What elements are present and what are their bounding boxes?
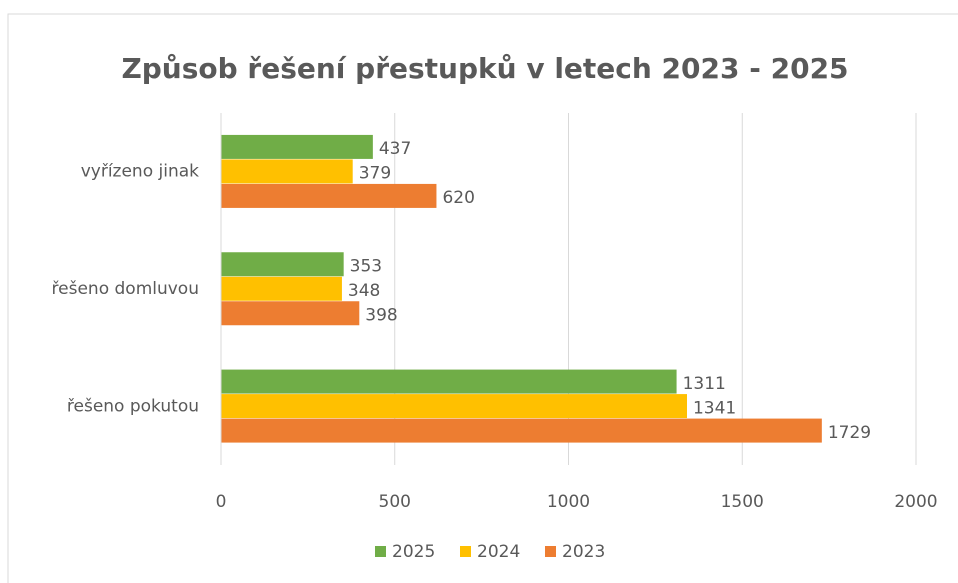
x-tick-label: 500	[379, 492, 411, 512]
x-tick-label: 0	[216, 492, 227, 512]
data-label: 620	[442, 188, 474, 208]
y-tick-label: řešeno pokutou	[67, 396, 199, 416]
x-tick-label: 2000	[894, 492, 937, 512]
bar	[221, 252, 344, 277]
data-label: 398	[365, 306, 397, 326]
data-label: 437	[379, 139, 411, 159]
bar	[221, 159, 353, 184]
bar	[221, 418, 822, 443]
bar	[221, 394, 687, 419]
data-label: 1311	[683, 374, 726, 394]
bar	[221, 276, 342, 301]
bar	[221, 134, 373, 159]
legend-swatch	[460, 546, 471, 557]
x-tick-label: 1000	[547, 492, 590, 512]
legend-label: 2025	[392, 542, 435, 562]
data-label: 353	[350, 257, 382, 277]
legend-label: 2023	[562, 542, 605, 562]
data-label: 379	[359, 164, 391, 184]
data-label: 1729	[828, 423, 871, 443]
chart-title: Způsob řešení přestupků v letech 2023 - …	[121, 52, 848, 85]
bar	[221, 369, 677, 394]
chart-frame	[7, 13, 958, 583]
data-label: 1341	[693, 398, 736, 418]
legend-swatch	[375, 546, 386, 557]
data-label: 348	[348, 281, 380, 301]
y-tick-label: vyřízeno jinak	[81, 162, 199, 182]
bar	[221, 301, 360, 326]
legend-swatch	[545, 546, 556, 557]
y-tick-label: řešeno domluvou	[52, 279, 199, 299]
bar	[221, 183, 437, 208]
x-tick-label: 1500	[721, 492, 764, 512]
legend-label: 2024	[477, 542, 520, 562]
